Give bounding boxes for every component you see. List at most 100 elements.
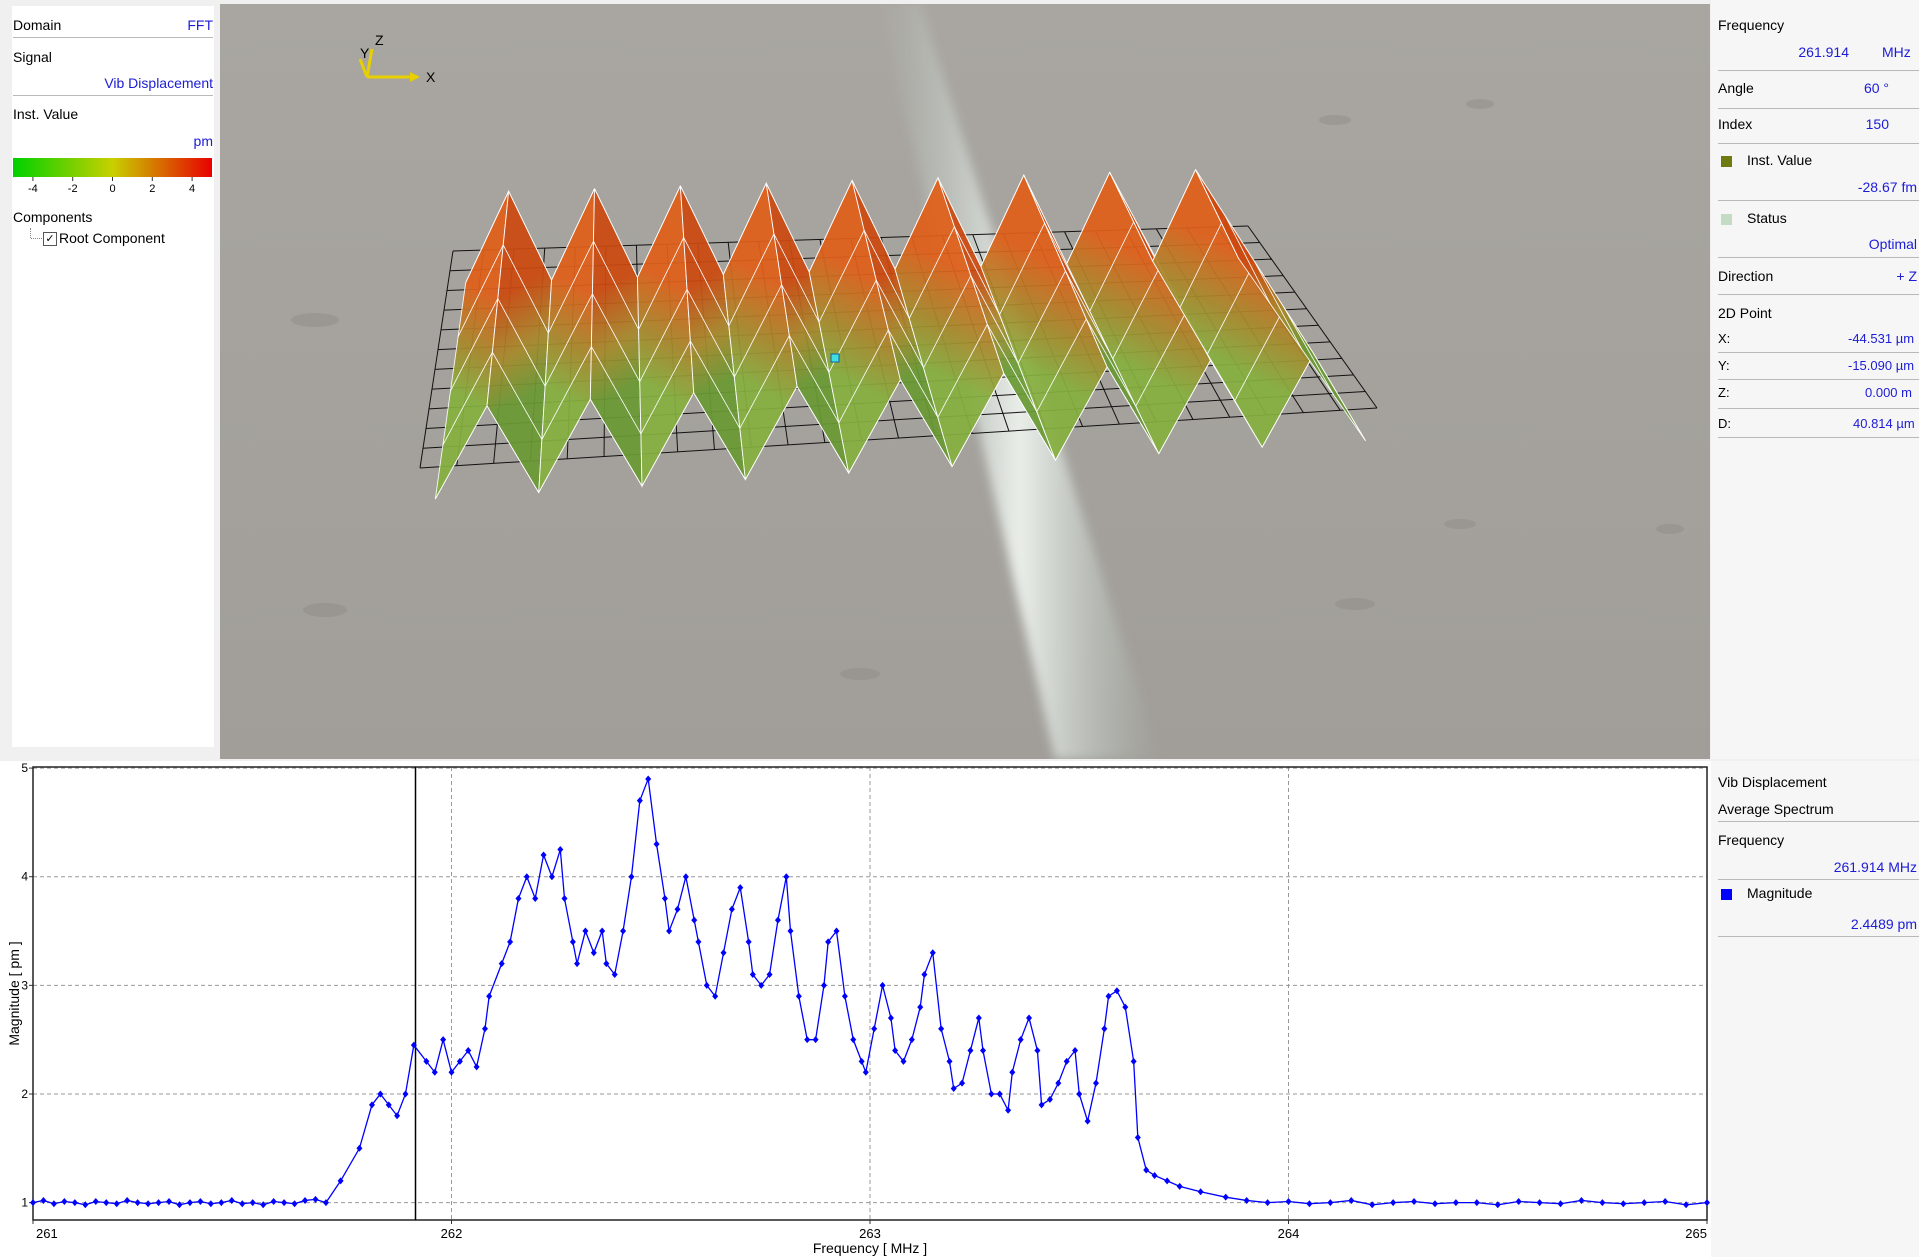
label: Status <box>1747 210 1787 226</box>
separator <box>1718 352 1919 353</box>
data-marker <box>959 1080 965 1087</box>
label: 2D Point <box>1718 305 1772 321</box>
separator <box>1718 408 1919 409</box>
data-marker <box>947 1058 953 1065</box>
x-tick-label: 264 <box>1278 1226 1300 1241</box>
label: Signal <box>13 49 52 65</box>
legend-swatch <box>1721 889 1732 900</box>
data-marker <box>482 1025 488 1032</box>
data-marker <box>1306 1200 1312 1207</box>
data-marker <box>208 1200 214 1207</box>
separator <box>13 37 213 38</box>
3d-view[interactable]: X Z Y <box>220 4 1710 759</box>
label: X: <box>1718 331 1730 346</box>
data-marker <box>486 993 492 1000</box>
colorbar-tick-label: 4 <box>189 183 195 195</box>
data-marker <box>620 928 626 935</box>
x-tick-label: 262 <box>441 1226 463 1241</box>
data-marker <box>1474 1199 1480 1206</box>
data-marker <box>775 917 781 924</box>
data-marker <box>988 1090 994 1097</box>
label: Inst. Value <box>13 106 78 122</box>
data-marker <box>976 1014 982 1021</box>
data-marker <box>281 1199 287 1206</box>
separator <box>1718 257 1919 258</box>
data-marker <box>1131 1058 1137 1065</box>
label: Components <box>13 209 92 225</box>
data-marker <box>662 895 668 902</box>
y-tick-label: 5 <box>21 761 28 775</box>
x-axis-title: Frequency [ MHz ] <box>813 1240 927 1256</box>
data-marker <box>1177 1183 1183 1190</box>
data-marker <box>599 928 605 935</box>
data-marker <box>30 1199 36 1206</box>
separator <box>1718 70 1919 71</box>
data-marker <box>821 982 827 989</box>
data-marker <box>93 1198 99 1205</box>
y-tick-label: 1 <box>21 1196 28 1210</box>
tree-line <box>30 228 32 238</box>
x-tick-label: 263 <box>859 1226 881 1241</box>
data-marker <box>938 1025 944 1032</box>
data-marker <box>1432 1200 1438 1207</box>
label: Average Spectrum <box>1718 801 1834 817</box>
data-marker <box>312 1196 318 1203</box>
separator <box>1718 143 1919 144</box>
separator <box>1718 294 1919 295</box>
data-marker <box>135 1199 141 1206</box>
chart-legend-panel: Vib Displacement Average Spectrum Freque… <box>1711 761 1919 1257</box>
data-marker <box>166 1198 172 1205</box>
value: Optimal <box>1869 236 1917 252</box>
value[interactable]: Vib Displacement <box>104 75 213 91</box>
y-tick-label: 3 <box>21 978 28 992</box>
separator <box>1718 108 1919 109</box>
tree-item[interactable]: Root Component <box>59 230 165 246</box>
left-panel: Domain FFT Signal Vib Displacement Inst.… <box>0 0 218 759</box>
value: + Z <box>1896 268 1917 284</box>
data-marker <box>1704 1199 1710 1206</box>
data-marker <box>1055 1080 1061 1087</box>
data-marker <box>114 1200 120 1207</box>
data-marker <box>1390 1199 1396 1206</box>
separator <box>1718 821 1919 822</box>
data-marker <box>695 938 701 945</box>
data-marker <box>917 1004 923 1011</box>
axis-label: X <box>426 69 436 85</box>
data-marker <box>250 1199 256 1206</box>
data-marker <box>951 1085 957 1092</box>
label: Y: <box>1718 358 1730 373</box>
data-marker <box>1009 1069 1015 1076</box>
value: 0.000 m <box>1865 385 1912 400</box>
data-marker <box>1453 1199 1459 1206</box>
value[interactable]: FFT <box>187 17 213 33</box>
data-marker <box>561 895 567 902</box>
data-marker <box>1641 1199 1647 1206</box>
value: 150 <box>1866 116 1889 132</box>
data-marker <box>507 938 513 945</box>
data-marker <box>1039 1101 1045 1108</box>
data-marker <box>683 873 689 880</box>
y-tick-label: 4 <box>21 870 28 884</box>
x-tick-label: 265 <box>1685 1226 1707 1241</box>
selected-point[interactable] <box>831 354 839 362</box>
data-marker <box>880 982 886 989</box>
data-marker <box>51 1200 57 1207</box>
legend-swatch <box>1721 214 1732 225</box>
data-marker <box>292 1200 298 1207</box>
axis-label: Z <box>375 32 384 48</box>
value: 261.914 <box>1798 44 1849 60</box>
data-marker <box>1005 1107 1011 1114</box>
data-marker <box>72 1199 78 1206</box>
separator <box>1718 379 1919 380</box>
data-marker <box>197 1198 203 1205</box>
separator <box>1718 879 1919 880</box>
data-marker <box>61 1198 67 1205</box>
data-marker <box>1164 1177 1170 1184</box>
data-marker <box>1114 987 1120 994</box>
data-marker <box>1223 1194 1229 1201</box>
checkbox[interactable]: ✓ <box>43 232 57 246</box>
data-marker <box>1265 1199 1271 1206</box>
colorbar-tick-label: -4 <box>28 183 38 195</box>
